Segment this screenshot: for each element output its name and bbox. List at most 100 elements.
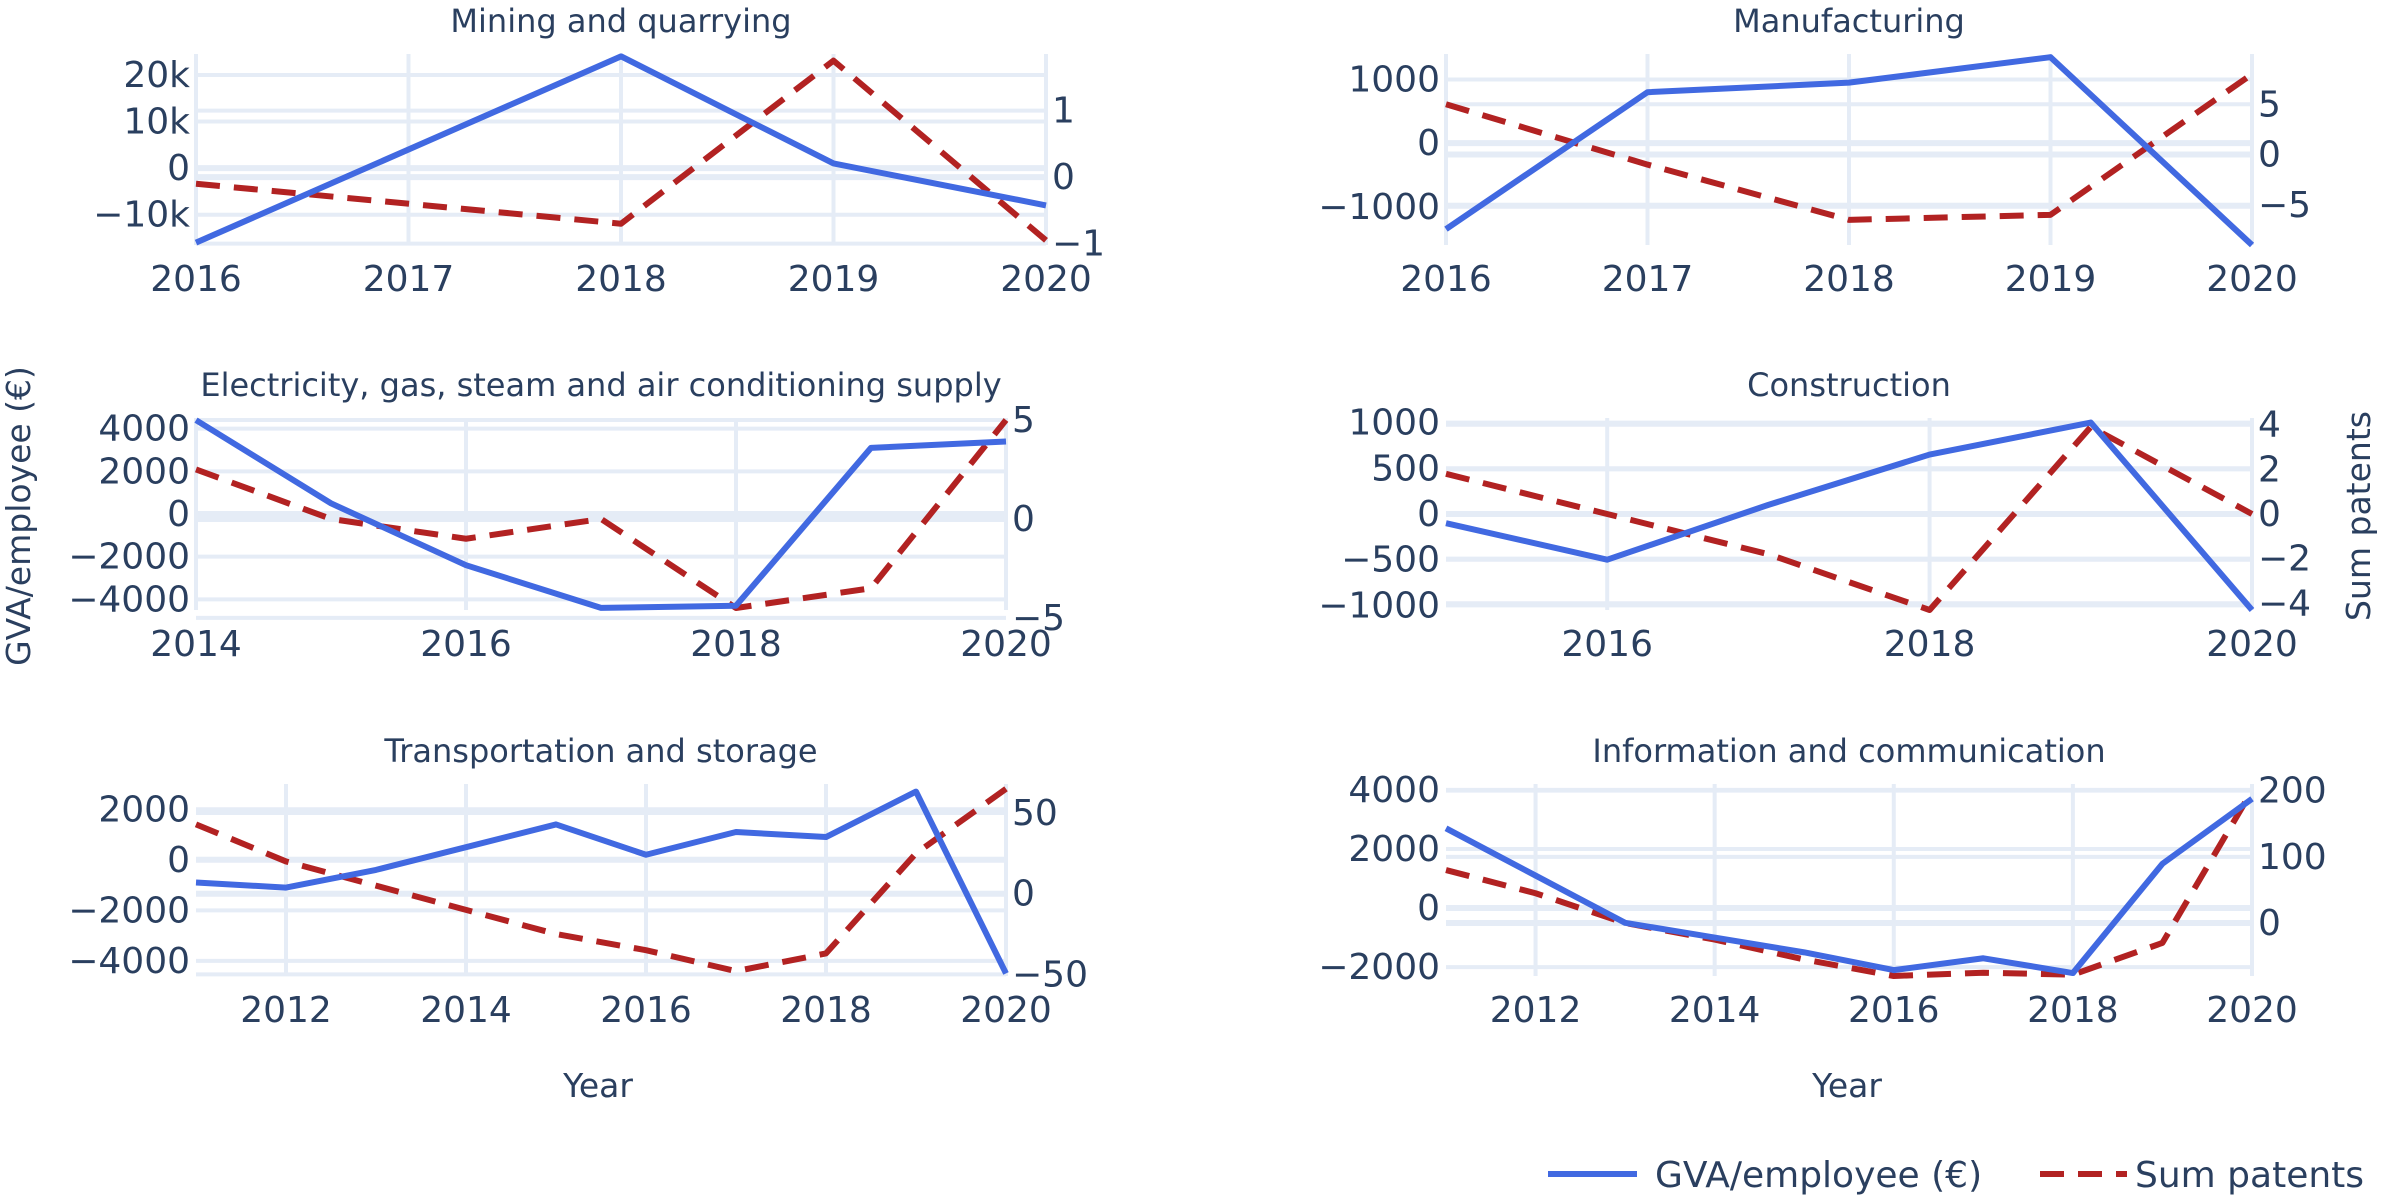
series-line-gva-employee [1444, 54, 2255, 248]
right-y-tick-label: 4 [2258, 405, 2281, 446]
x-tick-label: 2012 [240, 990, 332, 1031]
panel-title: Electricity, gas, steam and air conditio… [200, 366, 1001, 404]
x-tick-label: 2018 [1884, 624, 1976, 665]
left-y-tick-label: 2000 [1348, 829, 1440, 870]
panel-5: 2012 2014 2016 2018 2020 −4000 −2000 0 2000 −50 0 5… [68, 732, 1088, 1031]
x-tick-label: 2016 [1400, 259, 1492, 300]
left-y-tick-label: 0 [167, 840, 190, 881]
subplot-panels: 2016 2017 2018 2019 2020 −10k 0 10k 20k −1 0 1 Minin… [68, 2, 2327, 1031]
left-y-tick-label: 4000 [98, 409, 190, 450]
x-tick-label: 2019 [2005, 259, 2097, 300]
x-tick-label: 2020 [1000, 259, 1092, 300]
left-y-tick-label: 1000 [1348, 403, 1440, 444]
left-y-axis-title: GVA/employee (€) [0, 366, 38, 666]
left-y-tick-label: 2000 [98, 789, 190, 830]
right-y-tick-label: 5 [1012, 400, 1035, 441]
x-tick-label: 2020 [960, 990, 1052, 1031]
right-y-tick-label: 5 [2258, 84, 2281, 125]
left-y-tick-label: −2000 [68, 890, 190, 931]
series-line-gva-employee [194, 417, 1007, 611]
right-y-tick-label: −5 [2258, 185, 2311, 226]
left-y-tick-label: 20k [123, 55, 190, 96]
right-y-tick-label: 2 [2258, 449, 2281, 490]
right-y-tick-label: 0 [2258, 494, 2281, 535]
panel-title: Construction [1747, 366, 1951, 404]
right-y-tick-label: −50 [1012, 954, 1088, 995]
right-y-tick-label: −4 [2258, 583, 2311, 624]
x-axis-title-left: Year [562, 1066, 633, 1105]
x-tick-label: 2020 [2206, 624, 2298, 665]
x-tick-label: 2018 [1803, 259, 1895, 300]
x-tick-label: 2020 [2206, 990, 2298, 1031]
panel-3: 2014 2016 2018 2020−4000−2000020004000−505E… [68, 366, 1065, 665]
left-y-tick-label: 10k [123, 102, 190, 143]
panel-title: Manufacturing [1733, 2, 1965, 40]
x-tick-label: 2017 [363, 259, 455, 300]
series-line-sum-patents [195, 57, 1048, 243]
right-y-tick-label: 1 [1052, 91, 1075, 132]
left-y-tick-label: 4000 [1348, 770, 1440, 811]
right-y-tick-label: 0 [2258, 135, 2281, 176]
panel-title: Transportation and storage [383, 732, 817, 770]
series-line-sum-patents [194, 786, 1008, 975]
right-y-tick-label: −5 [1012, 598, 1065, 639]
panel-2: 2016 2017 2018 2019 2020 −1000 0 1000 −5 0 5 Manufa… [1318, 2, 2311, 300]
left-y-tick-label: −4000 [68, 579, 190, 620]
panel-6: 2012 2014 2016 2018 2020 −2000 0 2000 4000 0 100 20… [1318, 732, 2327, 1031]
right-y-tick-label: 200 [2258, 771, 2327, 812]
right-y-tick-label: 0 [1012, 874, 1035, 915]
right-y-tick-label: −2 [2258, 539, 2311, 580]
x-tick-label: 2016 [1848, 990, 1940, 1031]
left-y-tick-label: 0 [1417, 494, 1440, 535]
left-y-tick-label: 1000 [1348, 59, 1440, 100]
left-y-tick-label: −1000 [1318, 187, 1440, 228]
panel-1: 2016 2017 2018 2019 2020 −10k 0 10k 20k −1 0 1 Minin… [93, 2, 1105, 300]
left-y-tick-label: −4000 [68, 941, 190, 982]
left-y-tick-label: −2000 [68, 537, 190, 578]
right-y-tick-label: 0 [2258, 903, 2281, 944]
series-line-sum-patents [1445, 789, 2255, 979]
x-tick-label: 2014 [150, 624, 242, 665]
left-y-tick-label: 0 [1417, 888, 1440, 929]
series-line-gva-employee [1445, 419, 2255, 612]
series-line-sum-patents [1445, 423, 2254, 613]
left-y-tick-label: −500 [1341, 540, 1440, 581]
x-tick-label: 2018 [690, 624, 782, 665]
series-line-gva-employee [1444, 796, 2254, 977]
left-y-tick-label: −2000 [1318, 947, 1440, 988]
left-y-tick-label: 0 [167, 494, 190, 535]
x-tick-label: 2014 [420, 990, 512, 1031]
x-tick-label: 2020 [960, 624, 1052, 665]
left-y-tick-label: 500 [1371, 448, 1440, 489]
legend: GVA/employee (€) Sum patents [1548, 1155, 2364, 1196]
x-tick-label: 2016 [1561, 624, 1653, 665]
right-y-axis-title: Sum patents [2339, 411, 2378, 621]
right-y-tick-label: 100 [2258, 837, 2327, 878]
left-y-tick-label: 0 [167, 148, 190, 189]
series-line-gva-employee [194, 53, 1047, 246]
panel-title: Mining and quarrying [450, 2, 791, 40]
panel-title: Information and communication [1592, 732, 2105, 770]
right-y-tick-label: 0 [1052, 157, 1075, 198]
right-y-tick-label: −1 [1052, 224, 1105, 265]
series-line-sum-patents [1445, 71, 2254, 223]
x-tick-label: 2018 [780, 990, 872, 1031]
x-tick-label: 2019 [788, 259, 880, 300]
left-y-tick-label: 0 [1417, 123, 1440, 164]
legend-label-gva: GVA/employee (€) [1655, 1155, 1982, 1196]
series-line-gva-employee [195, 788, 1009, 975]
left-y-tick-label: 2000 [98, 451, 190, 492]
x-tick-label: 2020 [2206, 259, 2298, 300]
x-tick-label: 2018 [575, 259, 667, 300]
right-y-tick-label: 50 [1012, 793, 1058, 834]
x-tick-label: 2016 [420, 624, 512, 665]
x-tick-label: 2016 [600, 990, 692, 1031]
left-y-tick-label: −10k [93, 195, 190, 236]
x-tick-label: 2012 [1490, 990, 1582, 1031]
legend-label-patents: Sum patents [2135, 1155, 2364, 1196]
panel-4: 2016 2018 2020−1000−50005001000−4−2024Cons… [1318, 366, 2311, 665]
x-tick-label: 2016 [150, 259, 242, 300]
x-axis-title-right: Year [1811, 1066, 1882, 1105]
right-y-tick-label: 0 [1012, 499, 1035, 540]
x-tick-label: 2017 [1602, 259, 1694, 300]
